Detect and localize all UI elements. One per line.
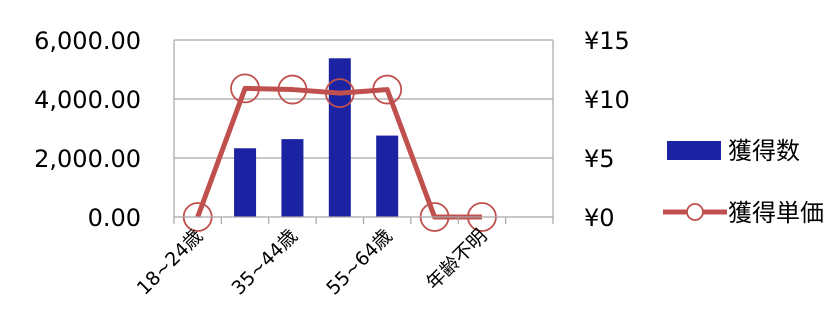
y-right-tick-label: ¥0 (584, 204, 615, 232)
bar (234, 148, 257, 217)
y-left-tick-label: 6,000.00 (34, 27, 141, 55)
line-point-marker (372, 74, 403, 105)
line-point-marker (230, 73, 260, 104)
line-point-marker (277, 74, 308, 105)
legend-line-label: 獲得単価 (728, 199, 824, 227)
legend-line-marker-icon (686, 203, 704, 221)
y-left-tick-label: 2,000.00 (34, 145, 141, 173)
bar (281, 139, 304, 217)
legend: 獲得数 獲得単価 (663, 137, 824, 227)
y-left-tick-label: 4,000.00 (34, 86, 141, 114)
bar-series (234, 58, 399, 217)
legend-bar-swatch (667, 141, 721, 160)
gridlines (174, 39, 553, 159)
bar (328, 58, 351, 217)
bar (376, 135, 399, 217)
y-right-tick-label: ¥10 (584, 86, 630, 114)
y-right-tick-label: ¥15 (584, 27, 630, 55)
x-tick-label: 35~44歳 (228, 225, 302, 299)
y-right-tick-label: ¥5 (584, 145, 615, 173)
line-point-marker (324, 78, 355, 108)
legend-bar-label: 獲得数 (728, 137, 800, 165)
x-tick-label: 18~24歳 (133, 225, 207, 299)
x-tick-label: 年齢不明 (422, 225, 491, 294)
y-left-tick-label: 0.00 (88, 204, 141, 232)
x-tick-label: 55~64歳 (322, 225, 396, 299)
